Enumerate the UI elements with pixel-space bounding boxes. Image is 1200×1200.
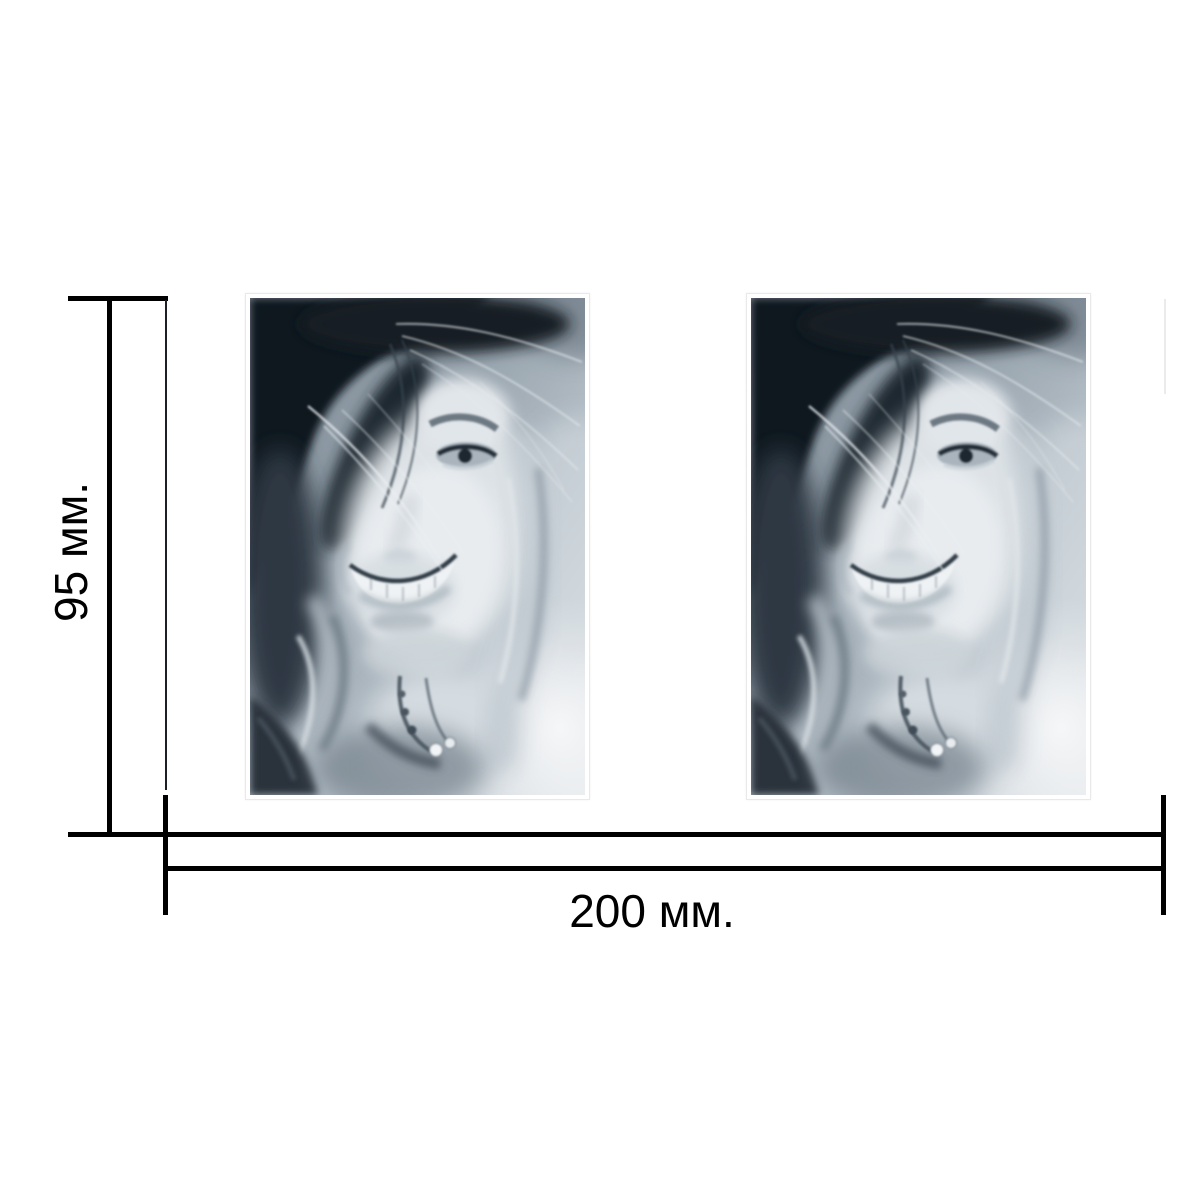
portrait-photo-image — [751, 298, 1086, 795]
photo-print-2 — [746, 293, 1091, 800]
width-dim-left-tick — [163, 795, 168, 915]
sheet-left-edge-line — [165, 300, 167, 790]
height-dimension-label: 95 мм. — [45, 482, 97, 622]
portrait-photo-image — [250, 298, 585, 795]
sheet-right-edge-faint — [1164, 299, 1166, 394]
sheet-bottom-line — [68, 832, 1166, 837]
width-dim-line — [165, 866, 1166, 871]
width-dimension-label: 200 мм. — [569, 885, 735, 937]
photo-print-1 — [245, 293, 590, 800]
height-dim-top-tick — [68, 296, 168, 301]
width-dim-right-tick — [1161, 795, 1166, 915]
height-dim-line — [107, 296, 112, 837]
